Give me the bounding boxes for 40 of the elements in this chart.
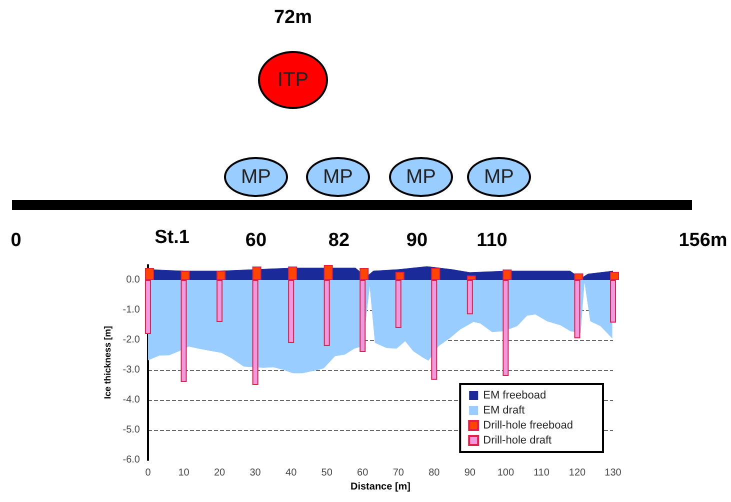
x-tick-label: 120 (568, 468, 586, 478)
x-tick-label: 130 (604, 468, 622, 478)
text: 72m (272, 6, 314, 30)
x-tick-label: 20 (214, 468, 226, 478)
oval-badge: MP (306, 157, 370, 197)
oval-badge: ITP (258, 51, 328, 109)
text: 82 (327, 229, 351, 253)
x-tick-label: 80 (428, 468, 440, 478)
text: 0 (10, 229, 22, 253)
x-tick-label: 110 (533, 468, 550, 478)
x-axis-title: Distance [m] (350, 482, 411, 492)
y-tick-label: -5.0 (122, 424, 140, 436)
legend-label: EM freeboad (483, 390, 546, 402)
x-tick-label: 100 (497, 468, 514, 478)
oval-badge: MP (467, 157, 531, 197)
y-tick-label: -4.0 (122, 394, 140, 406)
text: 90 (405, 229, 429, 253)
x-tick-label: 10 (178, 468, 190, 478)
x-tick-label: 30 (250, 468, 262, 478)
x-tick-label: 50 (321, 468, 333, 478)
y-tick-label: 0.0 (126, 274, 140, 286)
text: 156m (678, 229, 728, 253)
x-tick-label: 60 (357, 468, 369, 478)
text: 60 (244, 229, 268, 253)
x-tick-label: 70 (392, 468, 404, 478)
x-tick-label: 40 (286, 468, 298, 478)
y-tick-label: -2.0 (122, 334, 140, 346)
x-tick-label: 0 (145, 468, 152, 478)
text: 110 (476, 229, 508, 253)
x-tick-label: 90 (464, 468, 476, 478)
y-axis-title: Ice thickness [m] (102, 326, 112, 400)
y-tick-label: -1.0 (122, 304, 140, 316)
legend-label: EM draft (483, 404, 525, 416)
oval-badge: MP (389, 157, 453, 197)
oval-badge: MP (224, 157, 288, 197)
y-tick-label: -6.0 (122, 454, 140, 466)
legend-label: Drill-hole draft (483, 434, 552, 446)
y-tick-label: -3.0 (122, 364, 140, 376)
legend-label: Drill-hole freeboad (483, 420, 574, 432)
text: St.1 (154, 226, 190, 250)
